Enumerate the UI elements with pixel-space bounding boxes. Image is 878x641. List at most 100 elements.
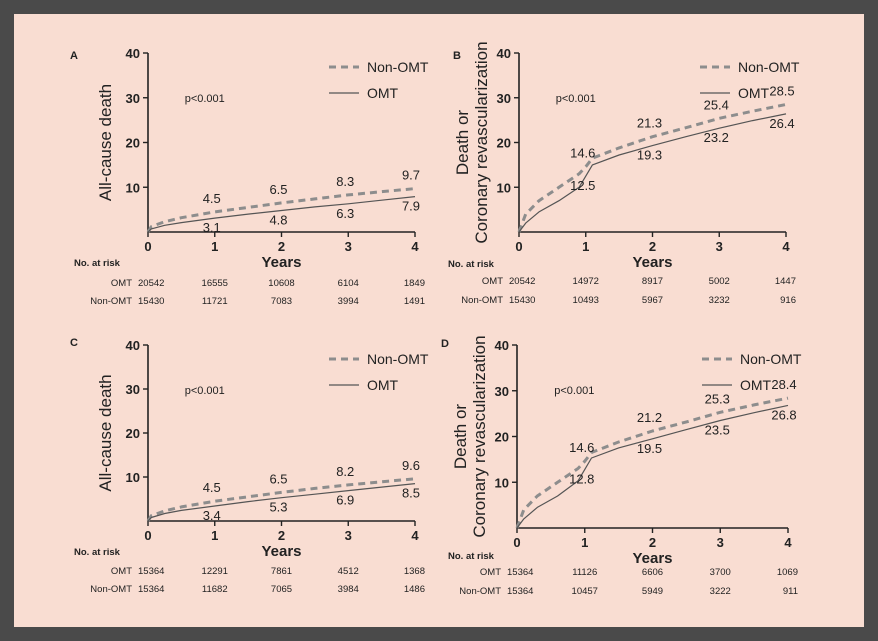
- data-label-omt: 3.1: [203, 220, 221, 235]
- risk-row-label: OMT: [111, 566, 132, 577]
- risk-value: 15364: [507, 586, 533, 597]
- data-label-non-omt: 6.5: [269, 471, 287, 486]
- risk-value: 6606: [642, 567, 663, 578]
- data-label-non-omt: 25.3: [705, 391, 730, 406]
- legend-label-non-omt: Non-OMT: [738, 59, 800, 75]
- p-value: p<0.001: [185, 93, 225, 105]
- legend-label-non-omt: Non-OMT: [367, 59, 429, 75]
- data-label-omt: 23.2: [704, 130, 729, 145]
- panel-b: B 10 20 30 40 0 1 2 3 4 Years Death or Coronary reva…: [448, 41, 800, 306]
- data-label-omt: 19.3: [637, 148, 662, 163]
- x-axis-label: Years: [261, 254, 301, 271]
- risk-value: 3994: [338, 296, 359, 307]
- risk-value: 12291: [202, 566, 228, 577]
- x-tick-label: 2: [649, 535, 656, 550]
- data-label-omt: 12.8: [569, 471, 594, 486]
- panel-letter: C: [70, 337, 78, 349]
- data-label-omt: 26.8: [771, 407, 796, 422]
- legend-label-non-omt: Non-OMT: [740, 351, 802, 367]
- x-tick-label: 0: [515, 239, 522, 254]
- data-label-omt: 12.5: [570, 178, 595, 193]
- risk-table-title: No. at risk: [448, 551, 495, 562]
- risk-value: 1368: [404, 566, 425, 577]
- x-tick-label: 2: [649, 239, 656, 254]
- data-label-non-omt: 4.5: [203, 480, 221, 495]
- risk-value: 1491: [404, 296, 425, 307]
- data-label-non-omt: 21.2: [637, 410, 662, 425]
- risk-value: 10457: [572, 586, 598, 597]
- risk-row-label: Non-OMT: [90, 296, 132, 307]
- x-tick-label: 4: [411, 239, 419, 254]
- risk-value: 3700: [710, 567, 731, 578]
- x-tick-label: 1: [581, 535, 588, 550]
- series-line-non-omt: [146, 187, 416, 233]
- p-value: p<0.001: [554, 385, 594, 397]
- series-line-omt: [147, 196, 416, 233]
- risk-value: 20542: [509, 276, 535, 287]
- legend-label-omt: OMT: [367, 85, 399, 101]
- y-tick-label: 30: [126, 91, 140, 106]
- risk-value: 8917: [642, 276, 663, 287]
- figure-panel: A 10 20 30 40 0 1 2 3 4 Years All-cause death p<0.00…: [14, 14, 864, 627]
- data-label-omt: 6.9: [336, 493, 354, 508]
- y-tick-label: 30: [497, 91, 511, 106]
- risk-value: 6104: [338, 278, 359, 289]
- x-tick-label: 0: [144, 239, 151, 254]
- risk-value: 1849: [404, 278, 425, 289]
- x-tick-label: 4: [782, 239, 790, 254]
- data-label-non-omt: 28.5: [769, 83, 794, 98]
- risk-value: 16555: [202, 278, 228, 289]
- y-tick-label: 10: [497, 180, 511, 195]
- x-tick-label: 1: [582, 239, 589, 254]
- panel-d: D 10 20 30 40 0 1 2 3 4 Years Death or Coronary reva…: [441, 335, 802, 597]
- y-axis-label: Death or: [451, 404, 470, 470]
- risk-row-label: OMT: [482, 276, 503, 287]
- risk-value: 3232: [709, 295, 730, 306]
- series-line-non-omt: [515, 396, 789, 529]
- x-tick-label: 3: [345, 528, 352, 543]
- x-tick-label: 1: [211, 239, 218, 254]
- risk-value: 1447: [775, 276, 796, 287]
- data-label-non-omt: 14.6: [570, 146, 595, 161]
- series-line-omt: [147, 483, 416, 522]
- data-label-omt: 26.4: [769, 116, 794, 131]
- data-label-non-omt: 8.3: [336, 174, 354, 189]
- risk-table-title: No. at risk: [74, 547, 121, 558]
- y-axis-label: Coronary revascularization: [472, 41, 491, 243]
- x-tick-label: 3: [716, 239, 723, 254]
- data-label-omt: 19.5: [637, 441, 662, 456]
- p-value: p<0.001: [556, 93, 596, 105]
- series-line-non-omt: [517, 103, 787, 233]
- x-tick-label: 4: [411, 528, 419, 543]
- risk-value: 15430: [509, 295, 535, 306]
- legend-label-non-omt: Non-OMT: [367, 351, 429, 367]
- y-tick-label: 40: [495, 338, 509, 353]
- y-axis-label: Death or: [453, 110, 472, 176]
- y-tick-label: 30: [495, 384, 509, 399]
- data-label-non-omt: 21.3: [637, 116, 662, 131]
- y-tick-label: 40: [126, 338, 140, 353]
- data-label-non-omt: 9.6: [402, 458, 420, 473]
- data-label-omt: 3.4: [203, 508, 221, 523]
- data-label-omt: 8.5: [402, 486, 420, 501]
- risk-value: 7083: [271, 296, 292, 307]
- risk-value: 10608: [268, 278, 294, 289]
- risk-value: 10493: [573, 295, 599, 306]
- y-tick-label: 10: [126, 470, 140, 485]
- risk-value: 11721: [202, 296, 228, 307]
- risk-row-label: Non-OMT: [90, 584, 132, 595]
- risk-value: 15364: [507, 567, 533, 578]
- x-tick-label: 3: [717, 535, 724, 550]
- risk-value: 15364: [138, 584, 164, 595]
- data-label-non-omt: 9.7: [402, 168, 420, 183]
- panel-c: C 10 20 30 40 0 1 2 3 4 Years All-cause death p<0.00…: [70, 337, 429, 595]
- data-label-omt: 4.8: [269, 213, 287, 228]
- data-label-omt: 5.3: [269, 500, 287, 515]
- series-line-omt: [518, 113, 787, 233]
- risk-value: 4512: [338, 566, 359, 577]
- data-label-omt: 23.5: [705, 422, 730, 437]
- risk-value: 11682: [202, 584, 228, 595]
- y-tick-label: 40: [497, 46, 511, 61]
- y-axis-label: All-cause death: [96, 374, 115, 491]
- risk-value: 5949: [642, 586, 663, 597]
